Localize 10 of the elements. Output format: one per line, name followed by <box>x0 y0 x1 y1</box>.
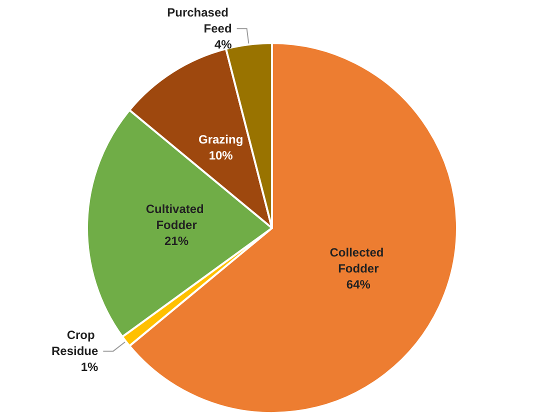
slice-label: Collected Fodder <box>330 246 388 276</box>
data-label: 21% <box>164 234 189 248</box>
data-label: 10% <box>208 148 234 162</box>
data-label: 64% <box>346 278 371 292</box>
slice-label: Grazing <box>198 132 244 146</box>
slice-label: Cultivated Fodder <box>146 202 208 232</box>
data-label: 4% <box>214 38 232 52</box>
data-label: 1% <box>80 360 99 374</box>
slice-label: Purchased Feed <box>167 6 232 36</box>
slice-label: Crop Residue <box>51 328 98 358</box>
